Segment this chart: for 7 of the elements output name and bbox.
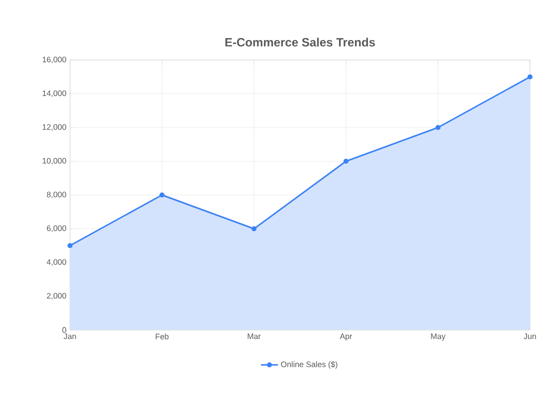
chart-title: E-Commerce Sales Trends	[225, 38, 375, 47]
point	[527, 74, 533, 80]
point	[159, 192, 165, 198]
point	[251, 226, 257, 232]
point	[67, 243, 73, 248]
point	[435, 124, 441, 130]
point	[343, 158, 349, 164]
